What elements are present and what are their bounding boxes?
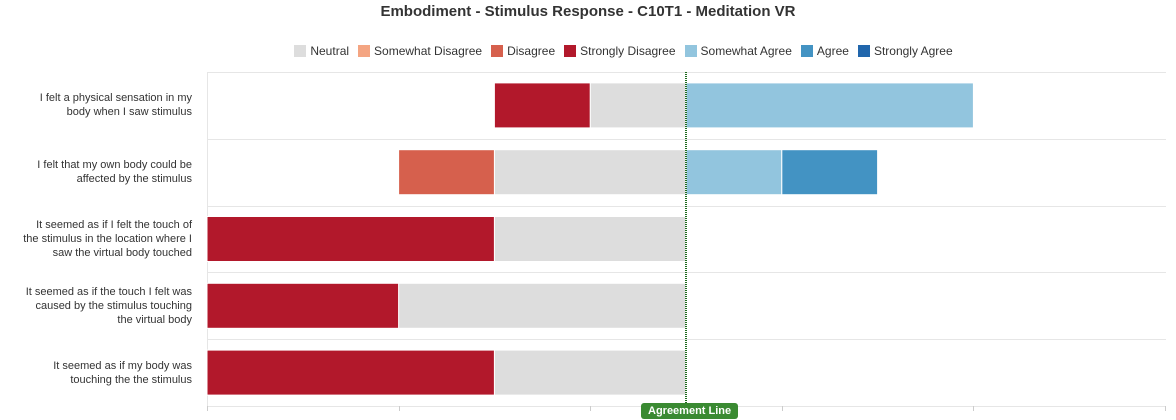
legend-swatch-strongly-agree xyxy=(857,45,870,57)
category-label: It seemed as if the touch I felt was cau… xyxy=(25,285,192,326)
bar-somewhat-agree xyxy=(685,149,783,196)
bar-strongly-disagree xyxy=(493,82,591,129)
agreement-line-label: Agreement Line xyxy=(641,403,739,419)
chart-title: Embodiment - Stimulus Response - C10T1 -… xyxy=(380,3,796,20)
category-labels: I felt a physical sensation in my body w… xyxy=(0,72,200,406)
bar-disagree xyxy=(398,149,495,196)
category-label: I felt that my own body could be affecte… xyxy=(37,159,192,186)
category-label: I felt a physical sensation in my body w… xyxy=(39,92,192,119)
legend-swatch-somewhat-agree xyxy=(684,45,697,57)
legend-label-neutral: Neutral xyxy=(310,44,350,58)
legend-item-disagree[interactable]: Disagree xyxy=(491,44,555,58)
legend-label-strongly-disagree: Strongly Disagree xyxy=(580,44,676,58)
bar-strongly-disagree xyxy=(206,282,400,329)
legend-item-neutral[interactable]: Neutral xyxy=(294,44,349,58)
legend-label-somewhat-agree: Somewhat Agree xyxy=(700,44,792,58)
legend: Neutral Somewhat Disagree Disagree Stron… xyxy=(0,44,1176,58)
bar-neutral xyxy=(493,149,687,196)
legend-swatch-neutral xyxy=(294,45,307,57)
legend-item-somewhat-agree[interactable]: Somewhat Agree xyxy=(684,44,792,58)
bar-neutral xyxy=(493,216,687,262)
legend-label-agree: Agree xyxy=(816,44,849,58)
bar-neutral xyxy=(493,349,687,396)
legend-label-strongly-agree: Strongly Agree xyxy=(873,44,953,58)
legend-swatch-somewhat-disagree xyxy=(358,45,371,57)
bar-strongly-disagree xyxy=(206,216,495,262)
legend-item-strongly-agree[interactable]: Strongly Agree xyxy=(857,44,953,58)
bar-somewhat-agree xyxy=(685,82,974,129)
legend-swatch-agree xyxy=(800,45,813,57)
legend-label-disagree: Disagree xyxy=(507,44,556,58)
category-label: It seemed as if my body was touching the… xyxy=(53,359,192,386)
bar-neutral xyxy=(589,82,687,129)
bar-strongly-disagree xyxy=(206,349,495,396)
legend-item-strongly-disagree[interactable]: Strongly Disagree xyxy=(564,44,676,58)
legend-label-somewhat-disagree: Somewhat Disagree xyxy=(374,44,483,58)
legend-item-agree[interactable]: Agree xyxy=(800,44,849,58)
legend-item-somewhat-disagree[interactable]: Somewhat Disagree xyxy=(358,44,482,58)
legend-swatch-strongly-disagree xyxy=(564,45,577,57)
bar-neutral xyxy=(398,282,687,329)
legend-swatch-disagree xyxy=(491,45,504,57)
category-label: It seemed as if I felt the touch of the … xyxy=(23,219,192,259)
bar-agree xyxy=(781,149,879,196)
